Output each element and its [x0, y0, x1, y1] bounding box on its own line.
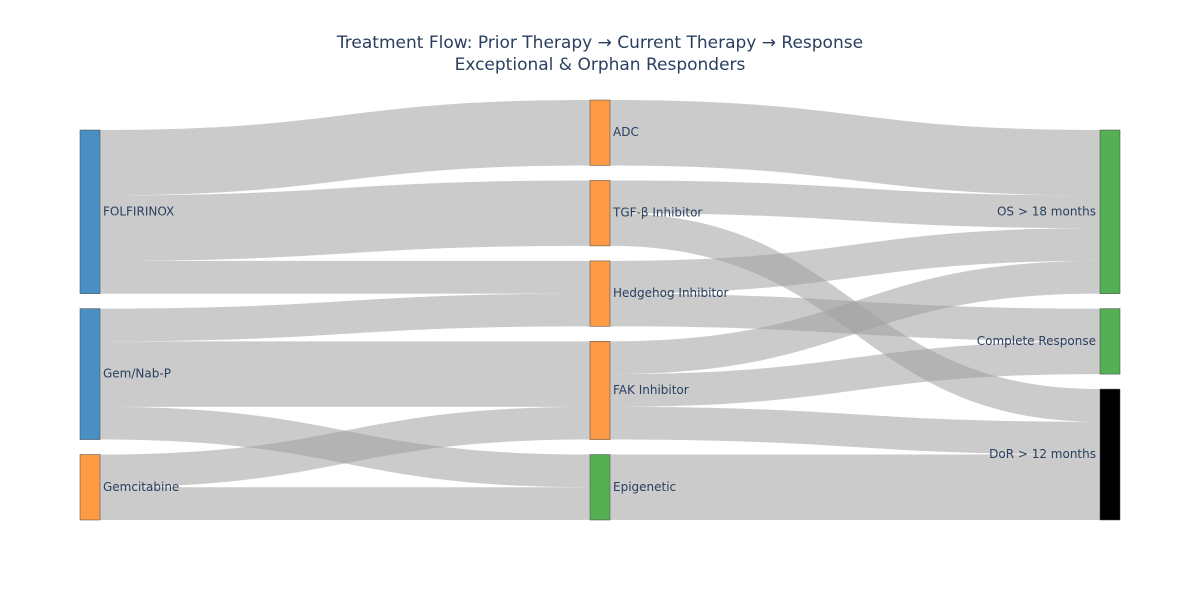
node-label-fak: FAK Inhibitor	[613, 383, 689, 397]
nodes-layer	[79, 99, 1121, 521]
node-hedgehog[interactable]	[589, 260, 611, 327]
link-gemcitabine-to-fak[interactable]	[100, 406, 590, 488]
link-tgfb-to-os18[interactable]	[610, 180, 1100, 229]
node-gemcitabine[interactable]	[79, 454, 101, 521]
node-label-gemcitabine: Gemcitabine	[103, 480, 179, 494]
node-folfirinox[interactable]	[79, 129, 101, 294]
link-fak-to-dor12[interactable]	[610, 406, 1100, 455]
node-adc[interactable]	[589, 99, 611, 166]
node-label-tgfb: TGF-β Inhibitor	[612, 206, 702, 220]
link-folfirinox-to-adc[interactable]	[100, 100, 590, 196]
node-label-folfirinox: FOLFIRINOX	[103, 204, 174, 218]
link-folfirinox-to-hedgehog[interactable]	[100, 260, 590, 294]
chart-title: Treatment Flow: Prior Therapy → Current …	[336, 33, 864, 53]
node-os18[interactable]	[1099, 129, 1121, 294]
node-epigenetic[interactable]	[589, 454, 611, 521]
node-label-hedgehog: Hedgehog Inhibitor	[613, 286, 728, 300]
node-tgfb[interactable]	[589, 180, 611, 247]
link-fak-to-cr[interactable]	[610, 341, 1100, 407]
node-label-cr: Complete Response	[977, 334, 1096, 348]
labels-layer: FOLFIRINOX Gem/Nab-P Gemcitabine ADC TGF-β I…	[103, 125, 1096, 494]
link-gemnabp-to-fak[interactable]	[100, 341, 590, 407]
link-hedgehog-to-os18[interactable]	[610, 228, 1100, 294]
node-label-gemnabp: Gem/Nab-P	[103, 367, 171, 381]
link-gemcitabine-to-epigenetic[interactable]	[100, 487, 590, 520]
chart-subtitle: Exceptional & Orphan Responders	[454, 55, 746, 75]
node-label-dor12: DoR > 12 months	[989, 447, 1096, 461]
node-label-os18: OS > 18 months	[997, 204, 1096, 218]
link-folfirinox-to-tgfb[interactable]	[100, 180, 590, 261]
node-label-adc: ADC	[613, 125, 639, 139]
link-gemnabp-to-hedgehog[interactable]	[100, 293, 590, 342]
links-layer	[100, 100, 1100, 520]
node-cr[interactable]	[1099, 308, 1121, 375]
node-gemnabp[interactable]	[79, 308, 101, 440]
node-label-epigenetic: Epigenetic	[613, 480, 676, 494]
link-epigenetic-to-dor12[interactable]	[610, 454, 1100, 520]
node-fak[interactable]	[589, 341, 611, 440]
node-dor12[interactable]	[1099, 388, 1121, 521]
link-adc-to-os18[interactable]	[610, 100, 1100, 196]
link-fak-to-os18[interactable]	[610, 260, 1100, 375]
